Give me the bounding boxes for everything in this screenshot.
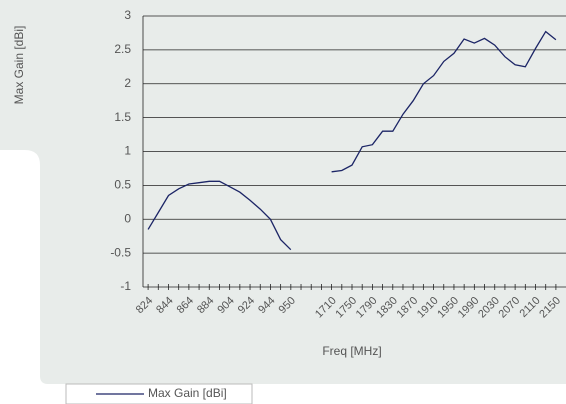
panel bbox=[0, 0, 566, 384]
legend-label: Max Gain [dBi] bbox=[148, 386, 227, 400]
y-tick-label: -1 bbox=[120, 279, 131, 293]
y-tick-label: 0.5 bbox=[114, 178, 131, 192]
y-tick-label: 3 bbox=[124, 8, 131, 22]
x-axis-title: Freq [MHz] bbox=[322, 344, 381, 358]
y-tick-label: 1.5 bbox=[114, 110, 131, 124]
y-tick-label: 0 bbox=[124, 211, 131, 225]
y-tick-label: 1 bbox=[124, 144, 131, 158]
series-line bbox=[147, 30, 557, 251]
y-axis-title: Max Gain [dBi] bbox=[12, 26, 26, 105]
y-tick-label: 2.5 bbox=[114, 42, 131, 56]
y-tick-label: 2 bbox=[124, 76, 131, 90]
legend-box bbox=[65, 383, 253, 404]
y-tick-label: -0.5 bbox=[110, 245, 131, 259]
